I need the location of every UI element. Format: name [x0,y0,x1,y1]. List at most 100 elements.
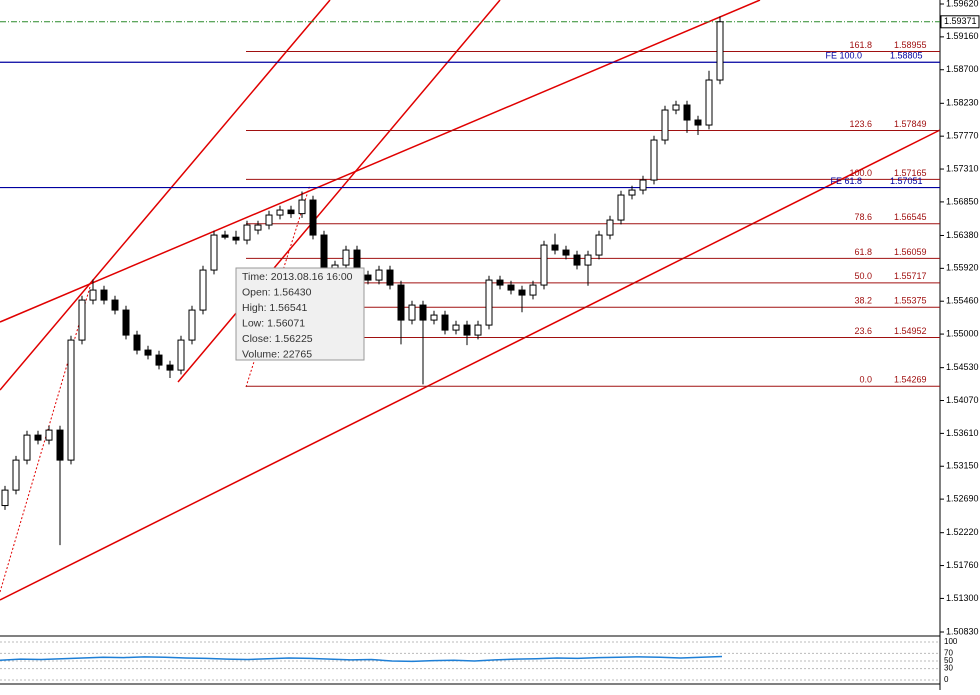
candle-body [287,209,295,215]
y-tick-label: 1.55000 [946,328,979,338]
candle-body [397,284,405,321]
candle-body [276,209,284,216]
fib-level-label: 61.8 [854,247,872,257]
fib-level-price: 1.54952 [894,326,927,336]
candle-body [430,314,438,321]
candle-body [100,289,108,301]
y-tick-label: 1.59620 [946,0,979,8]
tooltip-line: Low: 1.56071 [242,317,305,329]
tooltip-line: Close: 1.56225 [242,333,313,345]
trend-lines [0,0,941,601]
fib-level-label: FE 100.0 [825,51,862,61]
tooltip-line: Open: 1.56430 [242,286,312,298]
fib-level-price: 1.58955 [894,40,927,50]
candle-body [67,339,75,461]
candle-body [474,324,482,336]
candle-body [584,254,592,266]
candle-body [144,349,152,356]
y-tick-label: 1.53150 [946,461,979,471]
candle-body [672,104,680,111]
candle-body [606,219,614,236]
candle-body [683,104,691,121]
current-price-label: 1.59371 [944,16,977,26]
y-tick-label: 1.56850 [946,196,979,206]
y-tick-label: 1.58230 [946,98,979,108]
candle-body [221,234,229,238]
fib-level-price: 1.58805 [890,51,923,61]
fib-trend-line [0,286,91,593]
y-tick-label: 1.54530 [946,362,979,372]
candle-body [111,299,119,311]
candle-body [628,189,636,196]
trend-line [0,0,331,391]
candle-body [155,354,163,366]
candle-body [529,284,537,296]
fib-level-price: 1.56545 [894,212,927,222]
candle-body [34,434,42,441]
candle-body [122,309,130,336]
fib-level-price: 1.57051 [890,176,923,186]
tooltip-line: Time: 2013.08.16 16:00 [242,271,353,283]
candle-body [562,249,570,256]
candle-body [661,109,669,141]
tooltip-line: High: 1.56541 [242,302,308,314]
candle-body [45,429,53,441]
candle-body [133,334,141,351]
candle-body [265,214,273,226]
fib-level-price: 1.55717 [894,271,927,281]
candle-body [199,269,207,311]
candle-body [298,199,306,215]
candle-body [254,224,262,231]
fib-level-label: 50.0 [854,271,872,281]
candle-body [485,279,493,326]
y-tick-label: 1.55460 [946,296,979,306]
tooltip-box [235,267,365,361]
y-tick-label: 1.56380 [946,230,979,240]
candle-body [694,119,702,126]
fib-level-price: 1.56059 [894,247,927,257]
candle-body [540,244,548,286]
candle-body [309,199,317,236]
indicator-tick-label: 30 [944,664,953,673]
y-tick-label: 1.51300 [946,593,979,603]
candle-body [496,279,504,286]
candle-body [210,234,218,271]
current-price-box [940,15,980,29]
candle-body [342,249,350,266]
y-tick-label: 1.52220 [946,527,979,537]
trend-line [177,0,501,383]
fib-level-label: 100.0 [849,168,872,178]
trend-line [0,129,941,601]
tooltip: Time: 2013.08.16 16:00 Open: 1.56430 High:… [235,267,365,361]
tooltip-line: Volume: 22765 [242,348,312,360]
candle-body [177,339,185,371]
indicator-tick-label: 0 [944,675,949,684]
candle-body [716,21,724,81]
indicator-tick-label: 70 [944,649,953,658]
fib-level-label: FE 61.8 [830,176,862,186]
candle-body [705,79,713,126]
candle-body [23,434,31,461]
fib-level-label: 161.8 [849,40,872,50]
candle-body [551,244,559,251]
candle-body [650,139,658,181]
candle-body [188,309,196,341]
candle-body [166,364,174,371]
candle-body [56,429,64,461]
candle-body [386,269,394,286]
indicator-tick-label: 50 [944,656,953,665]
candle-body [573,254,581,266]
y-tick-label: 1.51760 [946,560,979,570]
y-tick-label: 1.55920 [946,263,979,273]
candle-body [78,299,86,341]
candle-body [595,234,603,256]
candle-body [320,234,328,271]
candle-body [243,224,251,241]
fib-level-label: 123.6 [849,119,872,129]
candle-body [617,194,625,221]
fib-level-label: 0.0 [859,375,872,385]
y-tick-label: 1.54070 [946,395,979,405]
trend-line [0,0,761,323]
candle-body [419,304,427,321]
